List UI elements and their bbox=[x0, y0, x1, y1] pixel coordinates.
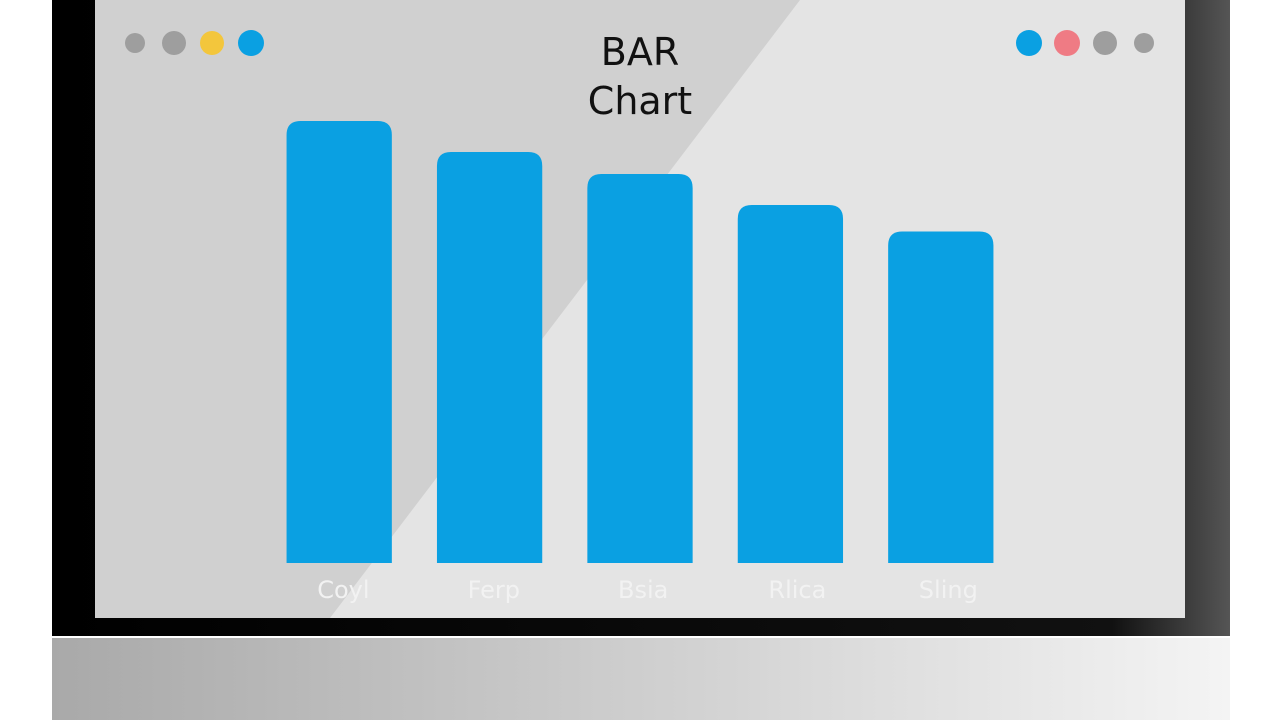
chart-title: BAR Chart bbox=[587, 30, 693, 123]
bar bbox=[737, 204, 844, 564]
dot bbox=[1054, 30, 1080, 56]
dot bbox=[238, 30, 264, 56]
bar bbox=[587, 174, 693, 564]
dot bbox=[1016, 30, 1042, 56]
dot bbox=[1134, 33, 1154, 53]
x-tick-label: Ferp bbox=[468, 576, 520, 604]
x-tick-label: Coyl bbox=[317, 576, 369, 604]
bar bbox=[286, 121, 392, 563]
dot bbox=[125, 33, 145, 53]
x-tick-label: Rlica bbox=[768, 576, 826, 604]
stand bbox=[52, 638, 1230, 720]
bar bbox=[436, 151, 543, 563]
dot bbox=[1093, 31, 1117, 55]
bar bbox=[888, 231, 994, 563]
dot bbox=[162, 31, 186, 55]
x-tick-label: Bsia bbox=[618, 576, 668, 604]
x-tick-label: Sling bbox=[919, 576, 978, 604]
dot bbox=[200, 31, 224, 55]
